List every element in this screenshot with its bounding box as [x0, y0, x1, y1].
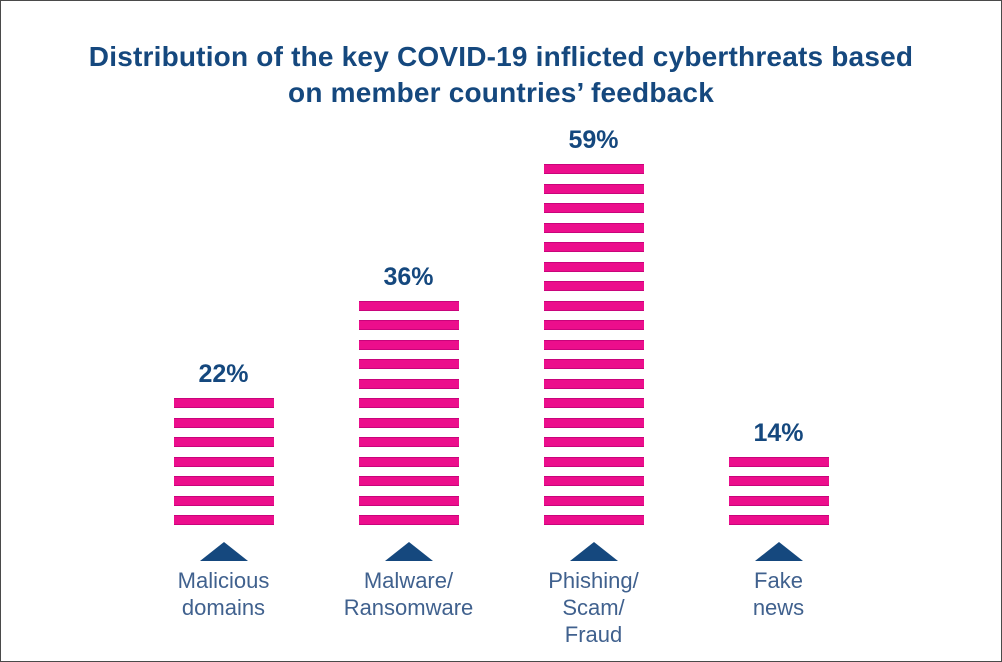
bar-stripe [173, 476, 274, 486]
category-label-line: Fake [754, 568, 803, 593]
chart-title-line2: on member countries’ feedback [288, 77, 714, 108]
bar-stripe [358, 398, 459, 408]
bar-stripe [543, 242, 644, 252]
category-label-line: Fraud [564, 622, 623, 647]
bar-stripe [543, 515, 644, 525]
category-label-line: Malicious [177, 568, 270, 593]
bar-stripe [728, 456, 829, 467]
bar-stripe [543, 183, 644, 194]
bar-stripe [728, 515, 829, 525]
pointer-wrap [754, 525, 803, 561]
triangle-pointer-icon [569, 542, 618, 561]
bar-stripe [543, 417, 644, 428]
bar-stripe [543, 456, 644, 467]
bar-stripe [543, 339, 644, 350]
bar-stripe [728, 476, 829, 486]
bar-stripe [543, 476, 644, 486]
bar-stripe [358, 300, 459, 311]
bar-stripe [543, 203, 644, 213]
bar-column: 14% Fake news [704, 419, 854, 656]
bar-stripe [358, 437, 459, 447]
bar-stripe [543, 398, 644, 408]
bar-stripe [543, 359, 644, 369]
bar-stripe [358, 515, 459, 525]
bar [358, 300, 459, 525]
pointer-wrap [384, 525, 433, 561]
bar-stripe [358, 320, 459, 330]
bar-stripe [358, 456, 459, 467]
category-label-line: Malware/ [363, 568, 454, 593]
bar-value-label: 22% [198, 360, 249, 388]
bar-column: 59% Phishing/Scam/Fraud [519, 126, 669, 655]
bar-value-label: 59% [568, 126, 619, 154]
bar-stripe [358, 378, 459, 389]
bar-stripe [543, 320, 644, 330]
bar [173, 398, 274, 525]
bar [543, 164, 644, 525]
category-label: Fake news [753, 567, 804, 655]
category-label: Malware/Ransomware [344, 567, 474, 655]
bar-stripe [543, 222, 644, 233]
bar-column: 36% Malware/Ransomware [334, 263, 484, 656]
bar-stripe [543, 300, 644, 311]
bar-stripe [173, 456, 274, 467]
bar-stripe [173, 417, 274, 428]
category-label: Malicious domains [178, 567, 270, 655]
bar-column: 22% Malicious domains [149, 360, 299, 655]
category-label-line: news [752, 595, 805, 620]
bar-stripe [173, 398, 274, 408]
pointer-wrap [569, 525, 618, 561]
bar-value-label: 36% [383, 262, 434, 291]
bar-stripe [358, 495, 459, 506]
bar-stripe [173, 515, 274, 525]
bar-stripe [173, 437, 274, 447]
bar-stripe [543, 164, 644, 174]
category-label-line: Scam/ [562, 595, 625, 620]
category-label-line: domains [181, 595, 266, 620]
category-label: Phishing/Scam/Fraud [548, 567, 639, 655]
bar-stripe [358, 359, 459, 369]
chart-title: Distribution of the key COVID-19 inflict… [1, 39, 1001, 111]
bar [728, 456, 829, 525]
bar-stripe [543, 261, 644, 272]
category-label-line: Ransomware [343, 595, 474, 620]
bar-stripe [543, 495, 644, 506]
bar-value-label: 14% [753, 418, 804, 447]
triangle-pointer-icon [754, 542, 803, 561]
chart-title-line1: Distribution of the key COVID-19 inflict… [88, 41, 914, 72]
triangle-pointer-icon [384, 542, 433, 561]
bar-stripe [543, 281, 644, 291]
bar-stripe [358, 339, 459, 350]
bar-stripe [358, 417, 459, 428]
bar-chart: 22% Malicious domains 36% Malware/Ransomw… [131, 126, 871, 655]
bar-stripe [358, 476, 459, 486]
bar-stripe [728, 495, 829, 506]
triangle-pointer-icon [199, 542, 248, 561]
category-label-line: Phishing/ [548, 568, 639, 593]
bar-stripe [543, 378, 644, 389]
pointer-wrap [199, 525, 248, 561]
bar-stripe [173, 495, 274, 506]
bar-stripe [543, 437, 644, 447]
